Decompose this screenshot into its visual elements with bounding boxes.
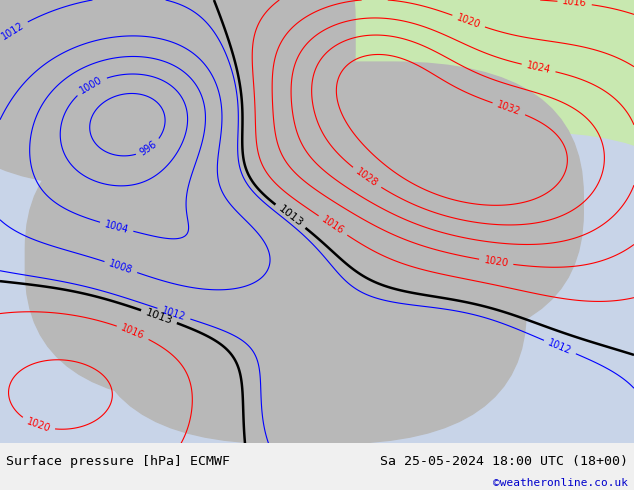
Text: 1000: 1000 <box>78 74 104 96</box>
FancyBboxPatch shape <box>0 0 273 169</box>
FancyBboxPatch shape <box>25 115 450 404</box>
Text: 1008: 1008 <box>108 258 134 276</box>
FancyBboxPatch shape <box>209 155 634 452</box>
Text: 1004: 1004 <box>103 219 130 235</box>
FancyBboxPatch shape <box>317 133 634 452</box>
Text: 1016: 1016 <box>120 323 146 342</box>
FancyBboxPatch shape <box>0 0 355 186</box>
Text: 1013: 1013 <box>144 307 174 326</box>
Bar <box>139 0 634 443</box>
Text: 1020: 1020 <box>455 12 482 30</box>
Text: 1024: 1024 <box>526 60 552 75</box>
Text: 1012: 1012 <box>0 20 26 41</box>
Text: Surface pressure [hPa] ECMWF: Surface pressure [hPa] ECMWF <box>6 455 230 468</box>
Text: 1013: 1013 <box>276 204 304 229</box>
Text: 996: 996 <box>138 139 159 158</box>
Text: 1016: 1016 <box>562 0 587 9</box>
Text: Sa 25-05-2024 18:00 UTC (18+00): Sa 25-05-2024 18:00 UTC (18+00) <box>380 455 628 468</box>
Text: 1020: 1020 <box>25 416 51 434</box>
Text: 1032: 1032 <box>496 100 522 118</box>
Polygon shape <box>203 80 279 142</box>
Text: 1016: 1016 <box>320 215 346 237</box>
FancyBboxPatch shape <box>0 0 330 490</box>
Text: 1012: 1012 <box>160 305 187 322</box>
Text: 1020: 1020 <box>483 255 509 269</box>
FancyBboxPatch shape <box>89 151 526 443</box>
Text: ©weatheronline.co.uk: ©weatheronline.co.uk <box>493 478 628 488</box>
FancyBboxPatch shape <box>266 244 634 490</box>
Text: 1012: 1012 <box>547 338 573 356</box>
Text: 1028: 1028 <box>354 167 380 189</box>
Bar <box>0 0 139 98</box>
FancyBboxPatch shape <box>171 62 583 346</box>
Polygon shape <box>178 346 412 443</box>
